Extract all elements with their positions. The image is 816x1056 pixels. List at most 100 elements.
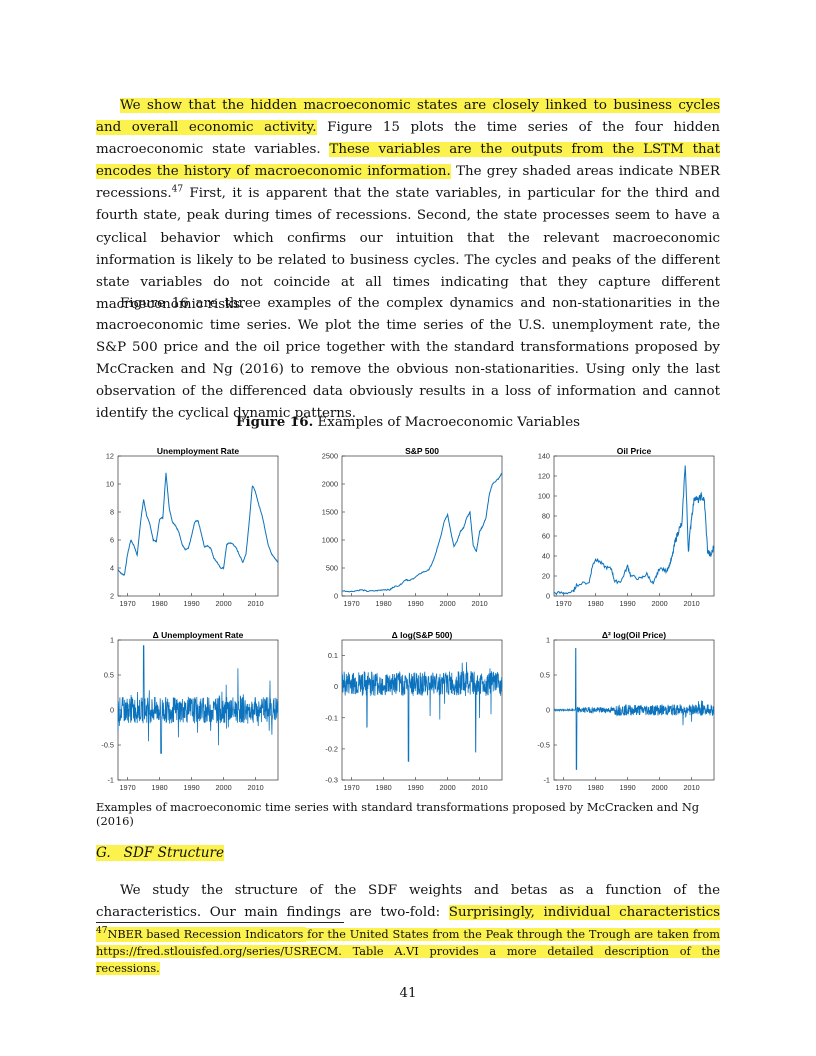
x-tick-label: 1970 <box>343 599 359 608</box>
chart-delta-unemployment: Δ Unemployment Rate 1 0.5 0 -0.5 -1 1970 1980 19… <box>84 630 284 794</box>
y-tick-label: 4 <box>110 564 114 573</box>
chart-unemployment-rate: Unemployment Rate 12 10 8 6 4 2 1970 1980 1990 200… <box>84 446 284 610</box>
paragraph-2: Figure 16 are three examples of the comp… <box>96 296 720 422</box>
text-span: We study the structure of the SDF weight… <box>96 883 720 921</box>
footnote-ref[interactable]: 47 <box>171 184 184 195</box>
plot-frame <box>553 455 715 597</box>
x-tick-label: 1980 <box>151 783 167 792</box>
y-tick-label: 2 <box>110 592 114 601</box>
y-tick-label: 1000 <box>322 536 338 545</box>
x-tick-label: 2000 <box>215 599 231 608</box>
x-tick-label: 2000 <box>439 599 455 608</box>
y-tick-label: 6 <box>110 536 114 545</box>
x-tick-label: 1970 <box>343 783 359 792</box>
figure-caption: Examples of macroeconomic time series wi… <box>96 800 700 828</box>
series-line <box>341 662 503 762</box>
x-tick-label: 2010 <box>247 599 263 608</box>
x-tick-label: 2010 <box>683 599 699 608</box>
figure-title-text: Examples of Macroeconomic Variables <box>317 415 581 430</box>
x-tick-label: 1990 <box>619 599 635 608</box>
y-tick-label: 0 <box>334 592 338 601</box>
section-letter: G. <box>96 845 111 861</box>
y-tick-label: 1500 <box>322 508 338 517</box>
footnote-text: NBER based Recession Indicators for the … <box>96 928 720 975</box>
x-tick-label: 1980 <box>151 599 167 608</box>
highlight: 47NBER based Recession Indicators for th… <box>96 926 720 975</box>
y-tick-label: 140 <box>538 452 550 461</box>
series-line <box>117 472 279 576</box>
section-title: SDF Structure <box>123 845 225 861</box>
chart-title: Δ Unemployment Rate <box>153 630 244 640</box>
plot-frame <box>341 455 503 597</box>
x-tick-label: 2000 <box>651 599 667 608</box>
y-tick-label: -1 <box>544 776 551 785</box>
x-tick-label: 1990 <box>407 599 423 608</box>
x-tick-label: 1980 <box>587 783 603 792</box>
x-tick-label: 2000 <box>215 783 231 792</box>
x-tick-label: 1990 <box>183 783 199 792</box>
y-tick-label: 2500 <box>322 452 338 461</box>
text-span: The grey shaded areas indicate NBER rece… <box>96 164 720 202</box>
chart-sp500: S&P 500 2500 2000 1500 1000 500 0 1970 1980 1990 2… <box>308 446 508 610</box>
chart-title: Oil Price <box>617 446 652 456</box>
y-tick-label: -0.1 <box>325 713 338 722</box>
series-line <box>341 472 503 593</box>
footnote-rule <box>96 922 344 923</box>
x-tick-label: 1970 <box>119 599 135 608</box>
x-tick-label: 1990 <box>407 783 423 792</box>
x-tick-label: 2010 <box>471 599 487 608</box>
chart-delta-log-sp500: Δ log(S&P 500) 0.1 0 -0.1 -0.2 -0.3 1970 1980 19… <box>308 630 508 794</box>
y-tick-label: -0.3 <box>325 776 338 785</box>
y-tick-label: 12 <box>106 452 114 461</box>
highlight: G. SDF Structure <box>96 845 225 861</box>
y-tick-label: -1 <box>108 776 115 785</box>
y-tick-label: 0 <box>110 706 114 715</box>
y-tick-label: 1 <box>110 636 114 645</box>
chart-title: Δ² log(Oil Price) <box>602 630 666 640</box>
y-tick-label: 0.5 <box>540 671 550 680</box>
y-tick-label: 100 <box>538 492 550 501</box>
chart-oil-price: Oil Price 140 120 100 80 60 40 20 0 1970 1980 1990 2… <box>520 446 720 610</box>
series-line <box>117 645 279 754</box>
y-tick-label: -0.2 <box>325 744 338 753</box>
x-tick-label: 1970 <box>119 783 135 792</box>
x-tick-label: 2000 <box>439 783 455 792</box>
chart-delta2-log-oil: Δ² log(Oil Price) 1 0.5 0 -0.5 -1 1970 1980 1990… <box>520 630 720 794</box>
x-tick-label: 2010 <box>247 783 263 792</box>
y-tick-label: -0.5 <box>101 741 114 750</box>
footnote: 47NBER based Recession Indicators for th… <box>96 926 720 977</box>
x-tick-label: 1990 <box>183 599 199 608</box>
footnote-number: 47 <box>96 926 108 937</box>
y-tick-label: 0.5 <box>104 671 114 680</box>
y-tick-label: 8 <box>110 508 114 517</box>
y-tick-label: 20 <box>542 572 550 581</box>
chart-title: Unemployment Rate <box>157 446 239 456</box>
chart-title: Δ log(S&P 500) <box>392 630 453 640</box>
y-tick-label: 2000 <box>322 480 338 489</box>
y-tick-label: 1 <box>546 636 550 645</box>
y-tick-label: 80 <box>542 512 550 521</box>
y-tick-label: 60 <box>542 532 550 541</box>
x-tick-label: 1970 <box>555 599 571 608</box>
chart-title: S&P 500 <box>405 446 439 456</box>
section-heading: G. SDF Structure <box>96 845 225 861</box>
paragraph-1: We show that the hidden macroeconomic st… <box>96 95 720 316</box>
text-span: Figure 15 plots the time series of the f… <box>96 120 720 158</box>
x-tick-label: 1990 <box>619 783 635 792</box>
x-tick-label: 1970 <box>555 783 571 792</box>
x-tick-label: 2010 <box>683 783 699 792</box>
x-tick-label: 1980 <box>587 599 603 608</box>
y-tick-label: 0.1 <box>328 651 338 660</box>
y-tick-label: 40 <box>542 552 550 561</box>
figure-title: Figure 16. Examples of Macroeconomic Var… <box>96 414 720 430</box>
x-tick-label: 1980 <box>375 599 391 608</box>
plot-frame <box>341 639 503 781</box>
x-tick-label: 2010 <box>471 783 487 792</box>
x-tick-label: 1980 <box>375 783 391 792</box>
page-number: 41 <box>399 986 417 1001</box>
y-tick-label: 120 <box>538 472 550 481</box>
figure-label: Figure 16. <box>236 414 314 430</box>
y-tick-label: 0 <box>546 706 550 715</box>
x-tick-label: 2000 <box>651 783 667 792</box>
series-line <box>553 648 715 770</box>
